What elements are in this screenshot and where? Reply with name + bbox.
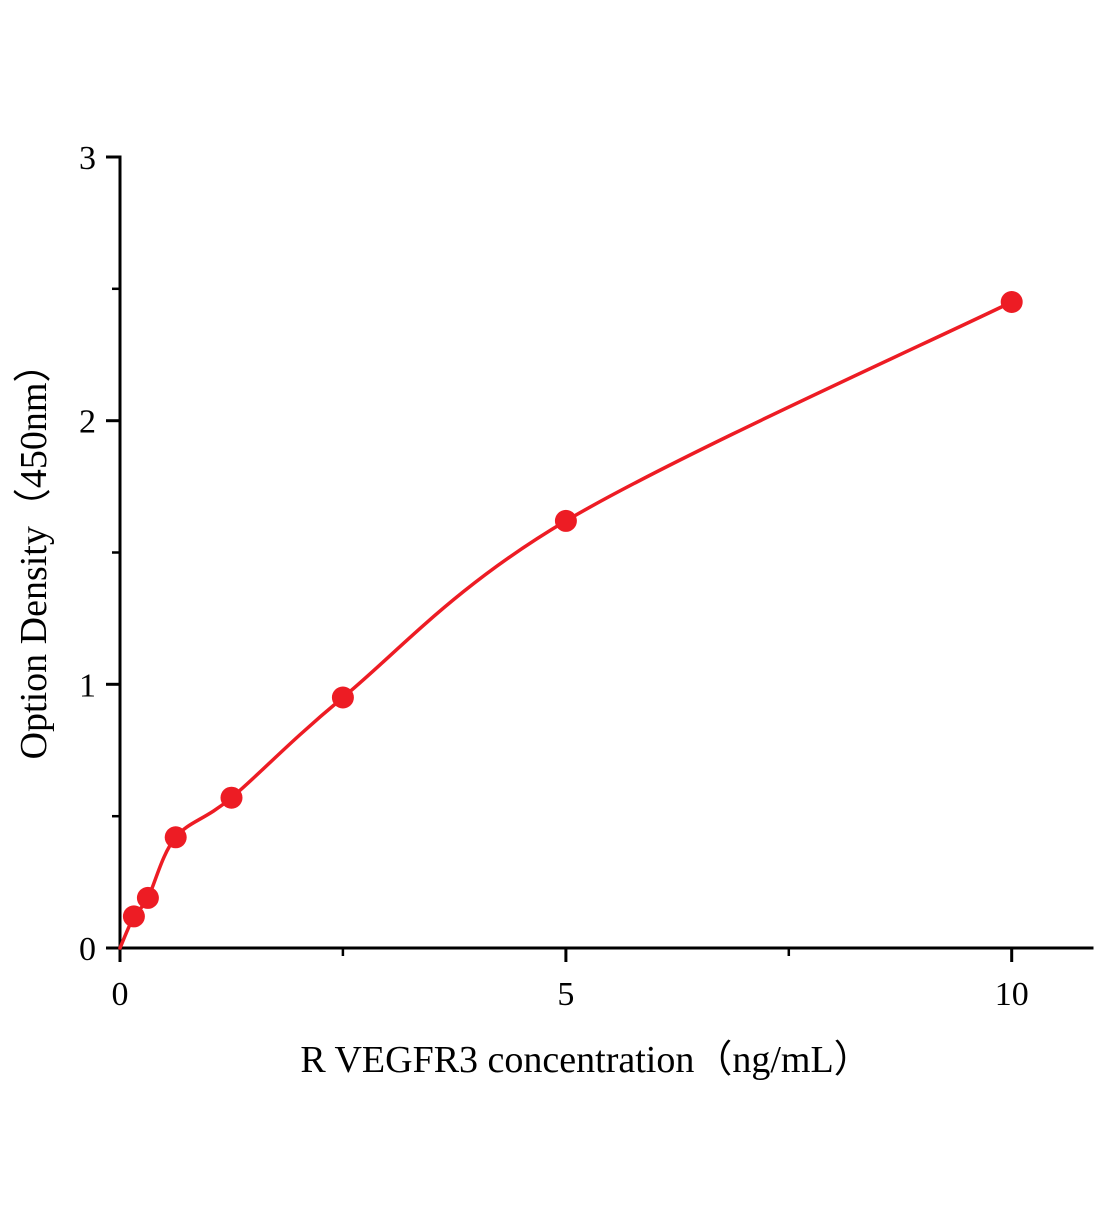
x-axis-label: R VEGFR3 concentration（ng/mL）: [300, 1039, 871, 1081]
x-tick-label: 0: [112, 976, 129, 1013]
x-tick-label: 10: [995, 976, 1029, 1013]
plot-area: [118, 291, 1023, 950]
y-axis-label: Option Density（450nm）: [13, 345, 55, 760]
data-point: [220, 786, 243, 809]
data-point: [164, 826, 187, 849]
fit-curve: [118, 300, 1014, 950]
data-point: [122, 905, 145, 928]
y-tick-label: 2: [79, 404, 96, 441]
data-point: [331, 686, 354, 709]
y-tick-label: 0: [79, 931, 96, 968]
axes: 0 5 10 0 1 2 3: [79, 140, 1094, 1013]
y-tick-label: 3: [79, 140, 96, 177]
data-point: [136, 886, 159, 909]
data-point: [1000, 291, 1023, 313]
y-tick-label: 1: [79, 667, 96, 704]
x-tick-label: 5: [557, 976, 574, 1013]
data-point: [554, 509, 577, 532]
